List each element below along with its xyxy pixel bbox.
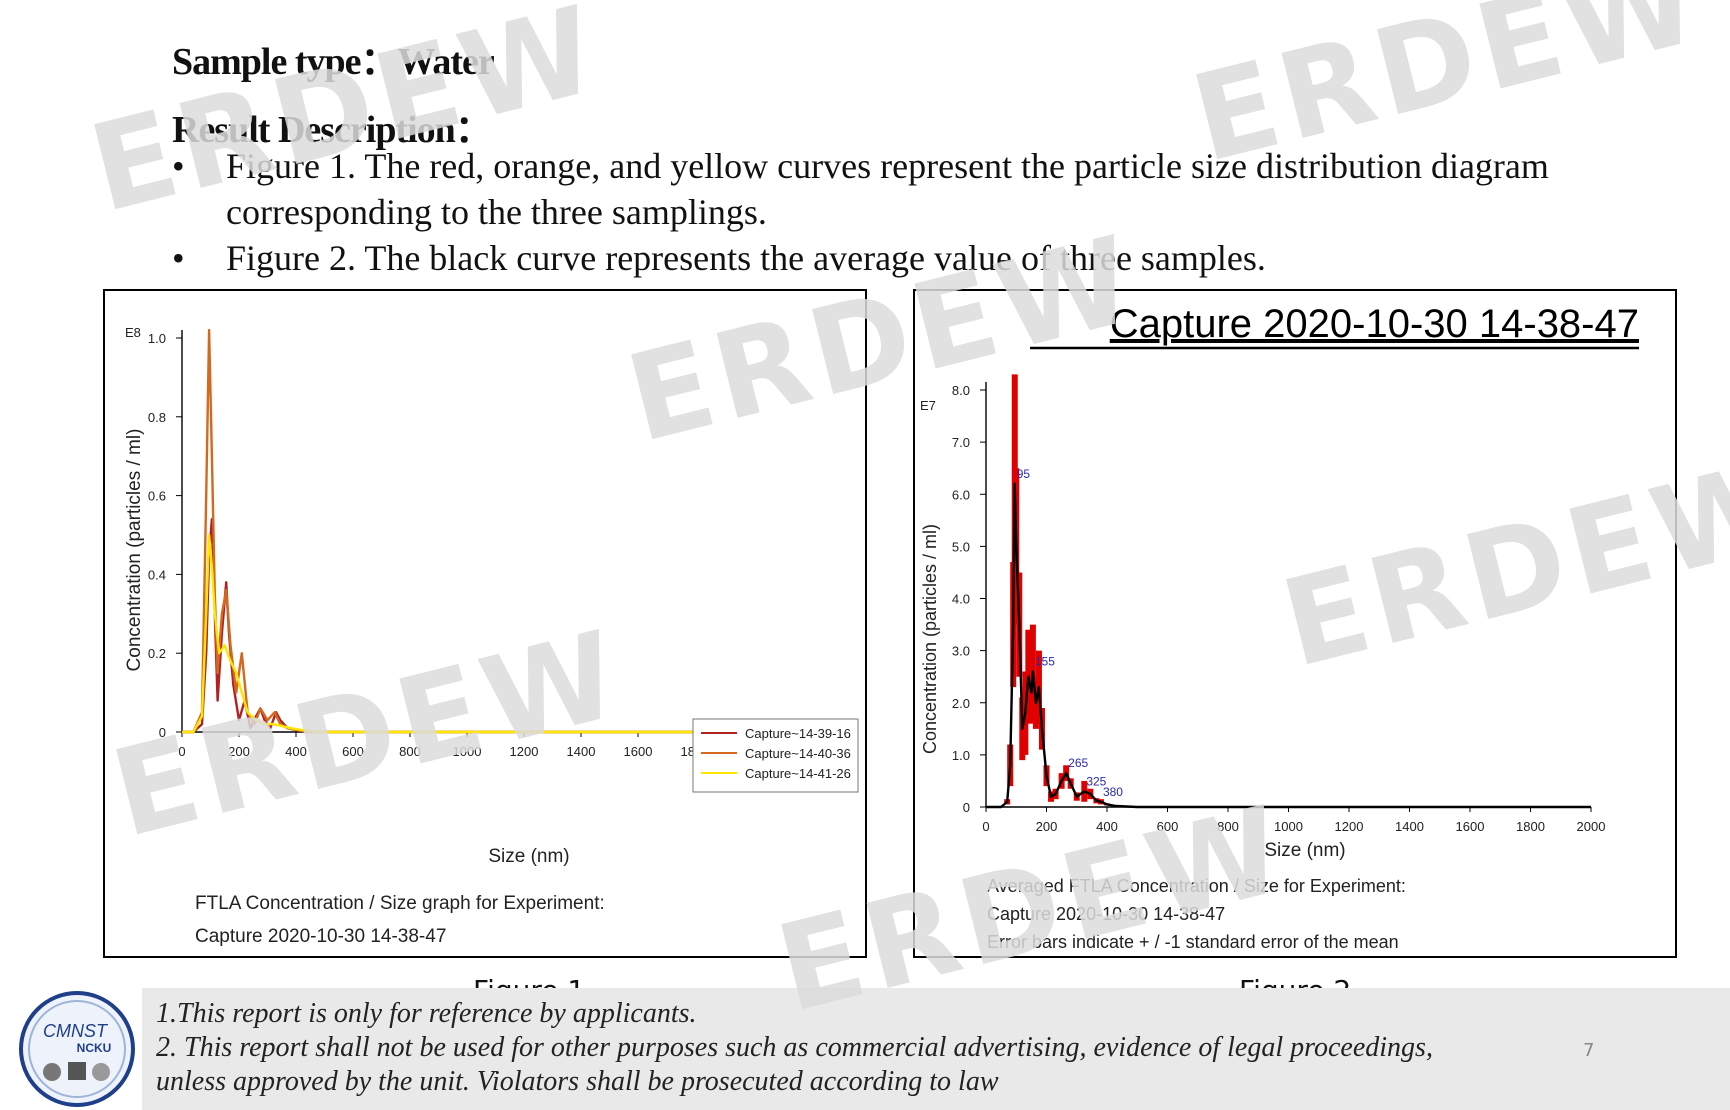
x-tick-label: 200 [1036, 819, 1058, 834]
y-tick-label: 0.6 [148, 489, 166, 504]
x-tick-label: 2000 [1577, 819, 1606, 834]
y-axis-label: Concentration (particles / ml) [920, 524, 940, 754]
y-tick-label: 0 [159, 725, 166, 740]
figure-2-chart: Capture 2020-10-30 14-38-47 E7 Concentra… [920, 302, 1639, 952]
result-description-heading: Result Description： [172, 109, 493, 151]
x-tick-label: 0 [178, 744, 185, 759]
bullet-marker: • [172, 238, 185, 278]
figure-note-line: FTLA Concentration / Size graph for Expe… [195, 893, 605, 914]
x-tick-label: 1600 [624, 744, 653, 759]
x-tick-label: 1400 [1395, 819, 1424, 834]
legend-entry: Capture~14-41-26 [745, 766, 851, 781]
y-exponent-label: E8 [125, 325, 141, 340]
x-tick-label: 800 [1217, 819, 1239, 834]
footer-disclaimer: 1.This report is only for reference by a… [142, 988, 1730, 1110]
figure-1-chart: E8 Concentration (particles / ml) Size (… [124, 325, 859, 947]
figure-note-line: Error bars indicate + / -1 standard erro… [987, 932, 1399, 952]
y-tick-label: 5.0 [952, 539, 970, 554]
figure-2-panel: Capture 2020-10-30 14-38-47 E7 Concentra… [913, 289, 1677, 958]
x-axis-label: Size (nm) [488, 846, 569, 867]
peak-label: 155 [1035, 654, 1055, 668]
y-tick-label: 1.0 [952, 748, 970, 763]
x-tick-label: 800 [399, 744, 421, 759]
x-tick-label: 600 [342, 744, 364, 759]
y-exponent-label: E7 [920, 398, 936, 413]
x-tick-label: 1400 [567, 744, 596, 759]
x-tick-label: 1000 [1274, 819, 1303, 834]
bullet-marker: • [172, 146, 185, 186]
x-tick-label: 1800 [1516, 819, 1545, 834]
figure-note-line: Capture 2020-10-30 14-38-47 [195, 926, 446, 947]
legend-box [692, 718, 859, 793]
disclaimer-line: 2. This report shall not be used for oth… [156, 1032, 1433, 1063]
page-number: 7 [1583, 1040, 1595, 1061]
bullet-text-line: corresponding to the three samplings. [226, 192, 767, 232]
y-tick-label: 6.0 [952, 487, 970, 502]
y-tick-label: 2.0 [952, 696, 970, 711]
x-axis-label: Size (nm) [1264, 840, 1345, 861]
series-line-1 [986, 482, 1591, 809]
figure-note-line: Averaged FTLA Concentration / Size for E… [987, 876, 1406, 896]
series-line-3 [182, 533, 752, 734]
x-tick-label: 600 [1157, 819, 1179, 834]
x-tick-label: 400 [1096, 819, 1118, 834]
logo-text: CMNST [43, 1021, 109, 1041]
disclaimer-line: unless approved by the unit. Violators s… [156, 1066, 999, 1097]
sample-type-heading: Sample type：Water [172, 41, 495, 83]
y-tick-label: 7.0 [952, 435, 970, 450]
peak-label: 265 [1068, 756, 1088, 770]
x-tick-label: 1000 [453, 744, 482, 759]
y-tick-label: 0 [963, 800, 970, 815]
series-line-2 [182, 328, 752, 734]
legend-entry: Capture~14-40-36 [745, 746, 851, 761]
y-tick-label: 4.0 [952, 592, 970, 607]
series-line-1 [182, 518, 752, 734]
legend-entry: Capture~14-39-16 [745, 726, 851, 741]
y-tick-label: 0.8 [148, 410, 166, 425]
y-tick-label: 8.0 [952, 383, 970, 398]
disclaimer-line: 1.This report is only for reference by a… [156, 998, 697, 1029]
x-tick-label: 0 [982, 819, 989, 834]
y-axis-label: Concentration (particles / ml) [124, 429, 145, 672]
x-tick-label: 1600 [1456, 819, 1485, 834]
chart-title: Capture 2020-10-30 14-38-47 [1110, 302, 1639, 346]
logo-subtext: NCKU [77, 1041, 112, 1055]
y-tick-label: 3.0 [952, 644, 970, 659]
peak-label: 95 [1017, 467, 1031, 481]
y-tick-label: 0.2 [148, 646, 166, 661]
cmnst-logo: CMNST NCKU [19, 991, 135, 1107]
x-tick-label: 200 [228, 744, 250, 759]
bullet-text-line: Figure 1. The red, orange, and yellow cu… [226, 146, 1549, 186]
peak-label: 380 [1103, 785, 1123, 799]
x-tick-label: 1200 [1335, 819, 1364, 834]
bullet-text-line: Figure 2. The black curve represents the… [226, 238, 1266, 278]
y-tick-label: 0.4 [148, 567, 166, 582]
figure-note-line: Capture 2020-10-30 14-38-47 [987, 904, 1225, 924]
y-tick-label: 1.0 [148, 331, 166, 346]
peak-label: 325 [1086, 774, 1106, 788]
x-tick-label: 1200 [510, 744, 539, 759]
x-tick-label: 400 [285, 744, 307, 759]
figure-1-panel: E8 Concentration (particles / ml) Size (… [103, 289, 867, 958]
